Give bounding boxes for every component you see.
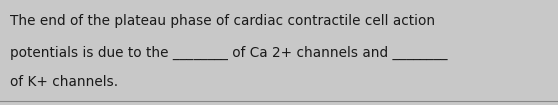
Text: of K+ channels.: of K+ channels. bbox=[10, 75, 118, 89]
Text: The end of the plateau phase of cardiac contractile cell action: The end of the plateau phase of cardiac … bbox=[10, 14, 435, 28]
Text: potentials is due to the ________ of Ca 2+ channels and ________: potentials is due to the ________ of Ca … bbox=[10, 45, 448, 60]
